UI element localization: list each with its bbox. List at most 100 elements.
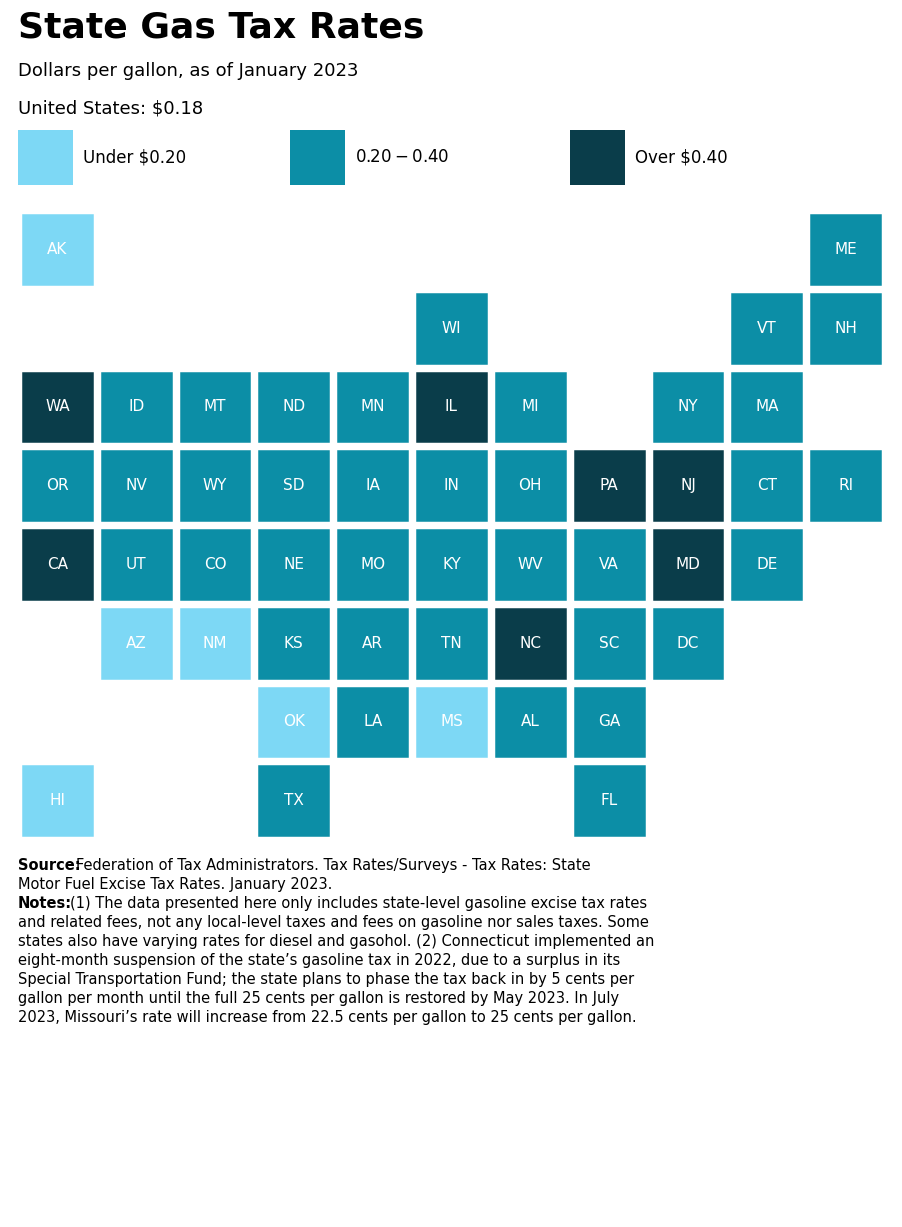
- Text: NY: NY: [676, 399, 697, 415]
- Bar: [571, 606, 646, 681]
- Bar: [178, 369, 253, 444]
- Text: SC: SC: [598, 636, 619, 650]
- Bar: [414, 291, 488, 366]
- Text: CA: CA: [47, 557, 68, 572]
- Bar: [20, 528, 95, 601]
- Text: WI: WI: [441, 320, 461, 336]
- Bar: [335, 685, 410, 760]
- Bar: [729, 528, 804, 601]
- Text: TN: TN: [441, 636, 461, 650]
- Bar: [571, 528, 646, 601]
- Bar: [414, 685, 488, 760]
- Text: NE: NE: [283, 557, 304, 572]
- Text: Over $0.40: Over $0.40: [634, 148, 727, 167]
- Bar: [492, 685, 567, 760]
- Text: VA: VA: [599, 557, 619, 572]
- Text: ID: ID: [128, 399, 144, 415]
- Bar: [178, 606, 253, 681]
- Bar: [492, 606, 567, 681]
- Bar: [335, 369, 410, 444]
- Text: 2023, Missouri’s rate will increase from 22.5 cents per gallon to 25 cents per g: 2023, Missouri’s rate will increase from…: [18, 1010, 636, 1025]
- Text: Dollars per gallon, as of January 2023: Dollars per gallon, as of January 2023: [18, 63, 358, 80]
- Bar: [649, 369, 724, 444]
- Bar: [256, 763, 331, 838]
- Text: $0.20-$0.40: $0.20-$0.40: [354, 148, 449, 167]
- Text: WA: WA: [45, 399, 69, 415]
- Text: Under $0.20: Under $0.20: [83, 148, 186, 167]
- Text: CT: CT: [756, 479, 776, 493]
- Bar: [256, 528, 331, 601]
- Bar: [492, 528, 567, 601]
- Bar: [256, 606, 331, 681]
- Bar: [98, 448, 173, 523]
- Bar: [492, 448, 567, 523]
- Text: MT: MT: [204, 399, 226, 415]
- Text: MD: MD: [675, 557, 700, 572]
- Bar: [807, 448, 882, 523]
- Text: NJ: NJ: [679, 479, 695, 493]
- Bar: [178, 528, 253, 601]
- Text: FL: FL: [600, 793, 617, 809]
- Bar: [98, 528, 173, 601]
- Bar: [335, 606, 410, 681]
- Bar: [649, 448, 724, 523]
- Text: and related fees, not any local-level taxes and fees on gasoline nor sales taxes: and related fees, not any local-level ta…: [18, 915, 649, 930]
- Text: VT: VT: [756, 320, 776, 336]
- Text: states also have varying rates for diesel and gasohol. (2) Connecticut implement: states also have varying rates for diese…: [18, 934, 654, 948]
- Bar: [20, 212, 95, 287]
- Text: MO: MO: [360, 557, 385, 572]
- Bar: [98, 369, 173, 444]
- Bar: [571, 685, 646, 760]
- Bar: [256, 685, 331, 760]
- Bar: [807, 212, 882, 287]
- Text: KS: KS: [283, 636, 303, 650]
- Text: Special Transportation Fund; the state plans to phase the tax back in by 5 cents: Special Transportation Fund; the state p…: [18, 972, 633, 987]
- Text: Source:: Source:: [18, 858, 80, 872]
- Bar: [335, 528, 410, 601]
- Bar: [20, 763, 95, 838]
- Text: Motor Fuel Excise Tax Rates. January 2023.: Motor Fuel Excise Tax Rates. January 202…: [18, 877, 332, 892]
- Text: ME: ME: [833, 242, 856, 256]
- Text: OR: OR: [46, 479, 69, 493]
- Text: OK: OK: [282, 714, 305, 729]
- Text: NH: NH: [833, 320, 856, 336]
- Bar: [649, 606, 724, 681]
- Text: Federation of Tax Administrators. Tax Rates/Surveys - Tax Rates: State: Federation of Tax Administrators. Tax Ra…: [76, 858, 590, 872]
- Text: IA: IA: [364, 479, 380, 493]
- Bar: [414, 528, 488, 601]
- Text: MI: MI: [521, 399, 538, 415]
- Bar: [20, 369, 95, 444]
- Bar: [178, 448, 253, 523]
- Text: gallon per month until the full 25 cents per gallon is restored by May 2023. In : gallon per month until the full 25 cents…: [18, 991, 619, 1006]
- Bar: [571, 763, 646, 838]
- Text: WY: WY: [203, 479, 227, 493]
- Text: (1) The data presented here only includes state-level gasoline excise tax rates: (1) The data presented here only include…: [70, 896, 647, 910]
- Bar: [729, 369, 804, 444]
- Bar: [18, 130, 73, 185]
- Bar: [649, 528, 724, 601]
- Bar: [729, 448, 804, 523]
- Bar: [569, 130, 624, 185]
- Text: SD: SD: [283, 479, 304, 493]
- Text: PA: PA: [599, 479, 618, 493]
- Text: HI: HI: [50, 793, 65, 809]
- Text: IL: IL: [445, 399, 457, 415]
- Text: AK: AK: [47, 242, 68, 256]
- Bar: [571, 448, 646, 523]
- Text: ND: ND: [282, 399, 305, 415]
- Text: eight-month suspension of the state’s gasoline tax in 2022, due to a surplus in : eight-month suspension of the state’s ga…: [18, 953, 620, 968]
- Text: Notes:: Notes:: [18, 896, 72, 910]
- Bar: [807, 291, 882, 366]
- Bar: [256, 369, 331, 444]
- Text: AR: AR: [362, 636, 382, 650]
- Bar: [335, 448, 410, 523]
- Text: State Gas Tax Rates: State Gas Tax Rates: [18, 10, 424, 44]
- Bar: [492, 369, 567, 444]
- Bar: [290, 130, 345, 185]
- Bar: [414, 448, 488, 523]
- Bar: [729, 291, 804, 366]
- Text: CO: CO: [204, 557, 226, 572]
- Bar: [256, 448, 331, 523]
- Text: DC: DC: [676, 636, 698, 650]
- Bar: [98, 606, 173, 681]
